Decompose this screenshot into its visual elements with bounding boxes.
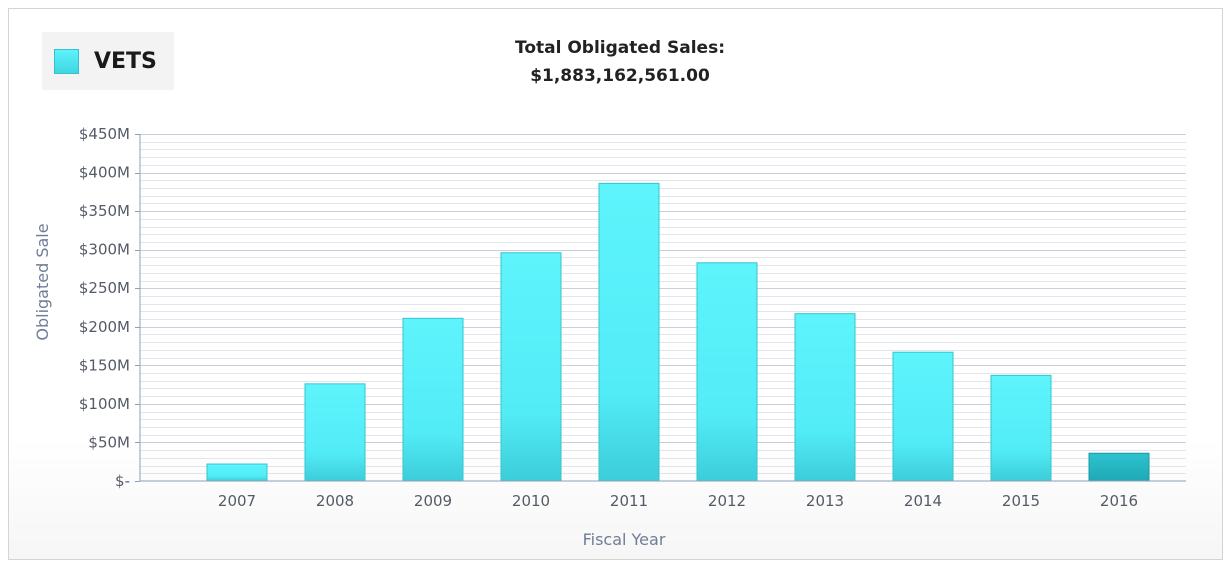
bar-2007[interactable] (206, 463, 268, 482)
y-tick-label: $300M (79, 241, 130, 259)
x-tick-label: 2011 (610, 492, 648, 510)
x-tick-label: 2014 (904, 492, 942, 510)
x-tick-label: 2016 (1100, 492, 1138, 510)
y-tick-labels: $- $50M $100M $150M $200M $250M $300M $350M $400… (79, 125, 140, 490)
y-tick-label: $450M (79, 125, 130, 143)
bar-2009[interactable] (402, 317, 464, 482)
axes (139, 134, 1186, 482)
x-tick-label: 2009 (414, 492, 452, 510)
x-tick-label: 2007 (218, 492, 256, 510)
bar-2010[interactable] (500, 252, 562, 482)
y-tick-label: $400M (79, 164, 130, 182)
y-tick-label: $100M (79, 395, 130, 413)
x-tick-label: 2013 (806, 492, 844, 510)
chart-title-line2: $1,883,162,561.00 (530, 66, 710, 86)
y-tick-label: $- (115, 472, 130, 490)
bar-2013[interactable] (794, 313, 856, 482)
x-tick-label: 2012 (708, 492, 746, 510)
x-tick-labels: 2007 2008 2009 2010 2011 2012 2013 2014 2015 2016 (218, 492, 1138, 510)
x-axis-title: Fiscal Year (583, 530, 666, 549)
legend[interactable]: VETS (42, 32, 174, 90)
legend-swatch (54, 48, 79, 74)
y-tick-label: $350M (79, 202, 130, 220)
bar-2016[interactable] (1088, 452, 1150, 482)
y-tick-label: $250M (79, 279, 130, 297)
y-axis-title: Obligated Sale (33, 223, 52, 340)
chart-title-line1: Total Obligated Sales: (514, 38, 725, 58)
x-tick-label: 2008 (316, 492, 354, 510)
legend-label: VETS (94, 48, 157, 74)
y-tick-label: $200M (79, 318, 130, 336)
bar-2014[interactable] (892, 351, 954, 482)
bar-2008[interactable] (304, 383, 366, 482)
x-tick-label: 2015 (1002, 492, 1040, 510)
y-tick-label: $150M (79, 356, 130, 374)
bar-2015[interactable] (990, 374, 1052, 482)
bar-2012[interactable] (696, 262, 758, 482)
x-tick-label: 2010 (512, 492, 550, 510)
y-tick-label: $50M (88, 433, 130, 451)
bar-2011[interactable] (598, 182, 660, 482)
